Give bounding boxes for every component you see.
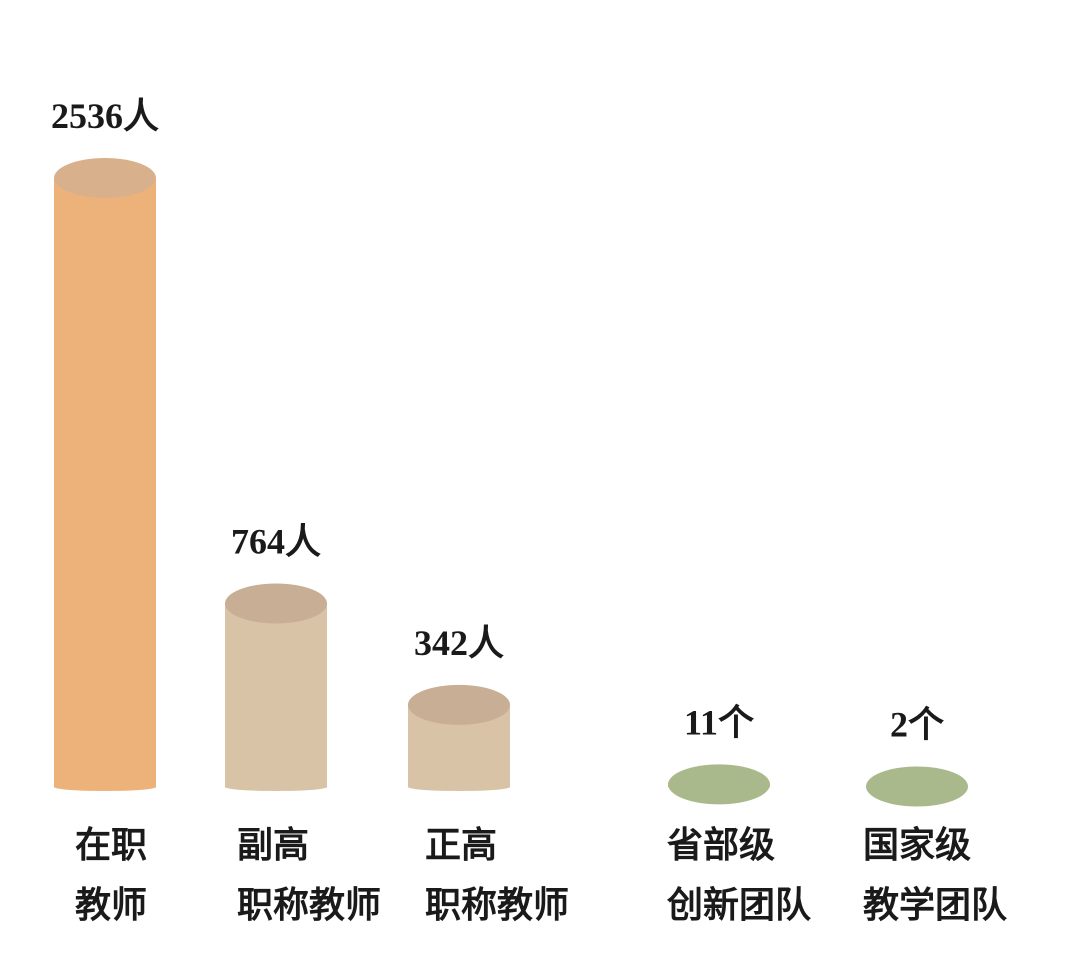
category-label: 职称教师: [237, 885, 381, 925]
value-label: 2个: [890, 705, 944, 745]
value-label: 2536人: [51, 96, 159, 136]
value-label: 764人: [231, 522, 321, 562]
bar-cap: [225, 584, 327, 624]
value-label: 342人: [414, 623, 504, 663]
category-label: 创新团队: [667, 885, 812, 925]
bar-bottom: [54, 783, 156, 791]
category-label: 国家级: [863, 825, 971, 865]
category-label: 省部级: [667, 825, 775, 865]
category-label: 副高: [237, 825, 309, 865]
bar: [225, 604, 327, 787]
bar-cap: [866, 767, 968, 807]
bar-bottom: [408, 783, 510, 791]
value-label: 11个: [684, 702, 754, 742]
bar-cap: [668, 764, 770, 804]
category-label: 教师: [75, 885, 147, 925]
category-label: 教学团队: [863, 884, 1008, 925]
bar-cap: [408, 685, 510, 725]
category-label: 在职: [75, 825, 147, 865]
bar-cap: [54, 158, 156, 198]
category-label: 正高: [425, 825, 497, 865]
bar-bottom: [225, 783, 327, 791]
category-label: 职称教师: [425, 885, 569, 925]
bar: [54, 178, 156, 787]
